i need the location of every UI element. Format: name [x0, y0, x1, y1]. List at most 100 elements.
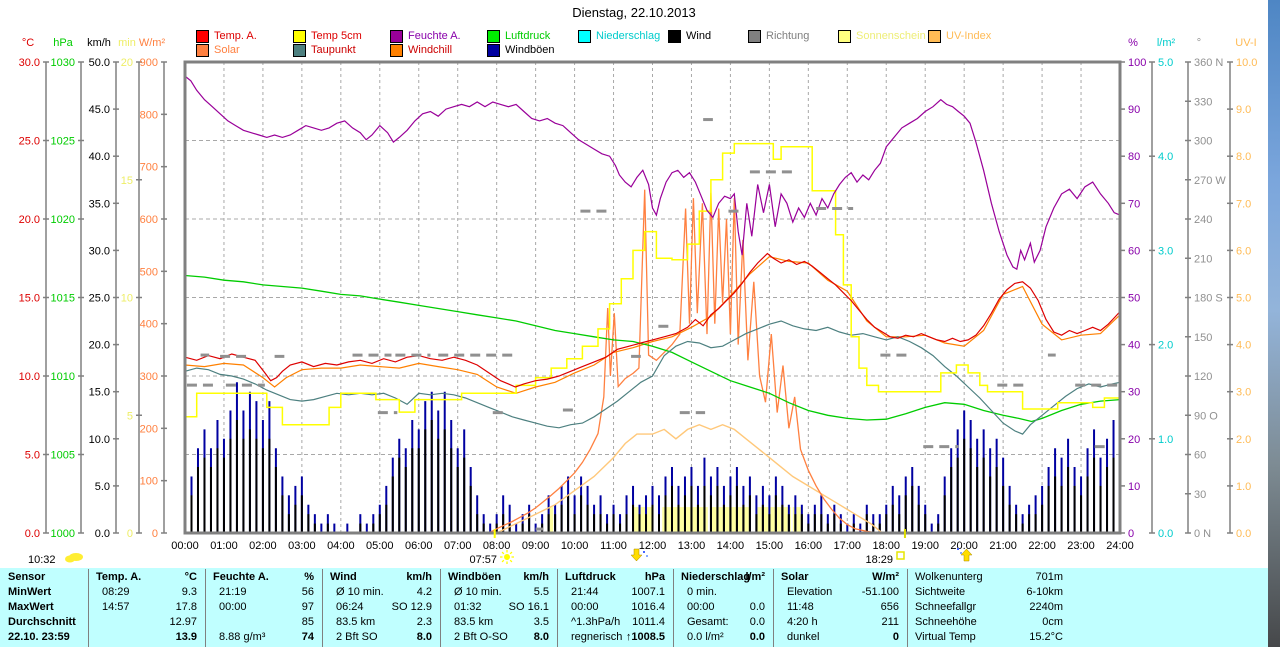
legend-swatch: [390, 43, 403, 57]
legend-label: Temp. A.: [214, 30, 257, 42]
svg-text:35.0: 35.0: [89, 198, 110, 210]
svg-text:09:00: 09:00: [522, 540, 550, 552]
svg-text:hPa: hPa: [53, 37, 73, 49]
info-value: 701m: [1035, 571, 1063, 583]
info-value: 15.2°C: [1029, 631, 1063, 643]
cell-value: 656: [880, 601, 899, 613]
svg-text:6.0: 6.0: [1236, 245, 1251, 257]
cell-value: 17.8: [175, 601, 197, 613]
svg-text:5.0: 5.0: [1158, 57, 1173, 69]
svg-text:60: 60: [1194, 450, 1206, 462]
svg-text:270 W: 270 W: [1194, 175, 1226, 187]
cell-value: 1011.4: [632, 616, 665, 628]
desktop-wallpaper-strip: [1268, 0, 1280, 647]
svg-text:%: %: [1128, 37, 1138, 49]
legend-label: Taupunkt: [311, 44, 356, 56]
svg-text:80: 80: [1128, 151, 1140, 163]
cell-value: 8.0: [416, 631, 432, 643]
cell-value: 9.3: [181, 586, 197, 598]
svg-text:10.0: 10.0: [19, 371, 40, 383]
cell-label: dunkel: [787, 631, 820, 643]
svg-text:1030: 1030: [51, 57, 75, 69]
cell-label: 83.5 km: [336, 616, 376, 628]
cell-label: Ø 10 min.: [454, 586, 502, 598]
cell-label: 8.88 g/m³: [219, 631, 266, 643]
svg-text:15.0: 15.0: [89, 387, 110, 399]
svg-text:19:00: 19:00: [911, 540, 939, 552]
cell-value: 0.0: [749, 616, 765, 628]
cell-label: 2 Bft O-SO: [454, 631, 508, 643]
legend-swatch: [390, 29, 403, 43]
svg-text:12:00: 12:00: [639, 540, 667, 552]
column-unit: km/h: [523, 571, 549, 583]
moonset-arrow-down-icon: [630, 548, 643, 562]
svg-text:90 O: 90 O: [1194, 410, 1218, 422]
info-value: 6-10km: [1026, 586, 1063, 598]
svg-text:40: 40: [1128, 340, 1140, 352]
svg-text:20.0: 20.0: [89, 340, 110, 352]
table-column-separator: [205, 569, 206, 647]
svg-text:30: 30: [1128, 387, 1140, 399]
column-unit: °C: [184, 571, 197, 583]
info-label: Sichtweite: [915, 586, 966, 598]
table-column-separator: [322, 569, 323, 647]
legend-swatch: [668, 29, 681, 43]
cell-label: 08:29: [102, 586, 130, 598]
column-header: Temp. A.: [96, 571, 142, 583]
legend-item-windb-en: Windböen: [487, 43, 555, 57]
svg-text:08:00: 08:00: [483, 540, 511, 552]
svg-text:5.0: 5.0: [25, 450, 40, 462]
svg-text:18:00: 18:00: [872, 540, 900, 552]
svg-text:300: 300: [140, 371, 158, 383]
svg-text:0.0: 0.0: [95, 528, 110, 540]
svg-text:210: 210: [1194, 253, 1212, 265]
info-label: Virtual Temp: [915, 631, 976, 643]
legend-item-solar: Solar: [196, 43, 240, 57]
svg-text:5.0: 5.0: [95, 481, 110, 493]
legend-label: Richtung: [766, 30, 810, 42]
moonrise-arrow-up-icon: [960, 548, 973, 562]
svg-text:min: min: [118, 37, 136, 49]
legend-item-taupunkt: Taupunkt: [293, 43, 356, 57]
svg-text:20: 20: [121, 57, 133, 69]
svg-text:18:29: 18:29: [865, 554, 893, 566]
legend-swatch: [293, 29, 306, 43]
svg-text:15:00: 15:00: [756, 540, 784, 552]
row-label: 22.10. 23:59: [8, 631, 70, 643]
svg-text:10: 10: [1128, 481, 1140, 493]
svg-text:0: 0: [127, 528, 133, 540]
svg-text:600: 600: [140, 214, 158, 226]
column-unit: l/m²: [745, 571, 765, 583]
svg-text:20:00: 20:00: [950, 540, 978, 552]
svg-text:07:00: 07:00: [444, 540, 472, 552]
svg-text:°C: °C: [22, 37, 34, 49]
info-value: 2240m: [1029, 601, 1063, 613]
svg-text:45.0: 45.0: [89, 104, 110, 116]
svg-text:07:57: 07:57: [469, 554, 497, 566]
legend-swatch: [293, 43, 306, 57]
legend-swatch: [196, 43, 209, 57]
svg-text:700: 700: [140, 162, 158, 174]
moon-cloud-icon: [65, 553, 83, 563]
cell-label: Ø 10 min.: [336, 586, 384, 598]
svg-text:40.0: 40.0: [89, 151, 110, 163]
legend-label: Windböen: [505, 44, 555, 56]
svg-text:0: 0: [152, 528, 158, 540]
legend-swatch: [196, 29, 209, 43]
svg-text:1020: 1020: [51, 214, 75, 226]
legend-item-niederschlag: Niederschlag: [578, 29, 660, 43]
svg-text:20.0: 20.0: [19, 214, 40, 226]
svg-text:2.0: 2.0: [1158, 340, 1173, 352]
svg-text:1.0: 1.0: [1158, 434, 1173, 446]
column-header: Feuchte A.: [213, 571, 269, 583]
legend-item-temp-a-: Temp. A.: [196, 29, 257, 43]
legend-label: Feuchte A.: [408, 30, 461, 42]
table-column-separator: [557, 569, 558, 647]
info-label: Schneehöhe: [915, 616, 977, 628]
legend-item-luftdruck: Luftdruck: [487, 29, 550, 43]
svg-text:24:00: 24:00: [1106, 540, 1134, 552]
legend-label: Temp 5cm: [311, 30, 362, 42]
svg-text:3.0: 3.0: [1158, 245, 1173, 257]
svg-text:22:00: 22:00: [1028, 540, 1056, 552]
